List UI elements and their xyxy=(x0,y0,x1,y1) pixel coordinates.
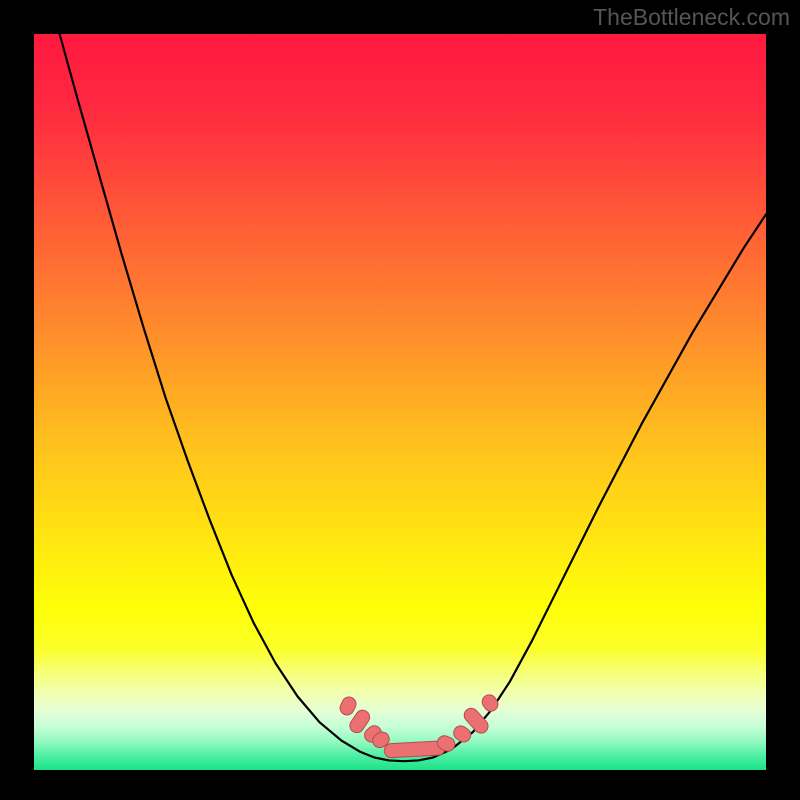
watermark-link[interactable]: TheBottleneck.com xyxy=(593,4,790,31)
gradient-background xyxy=(34,34,766,770)
marker-pill xyxy=(384,741,445,758)
stage: TheBottleneck.com xyxy=(0,0,800,800)
chart-svg xyxy=(0,0,800,800)
